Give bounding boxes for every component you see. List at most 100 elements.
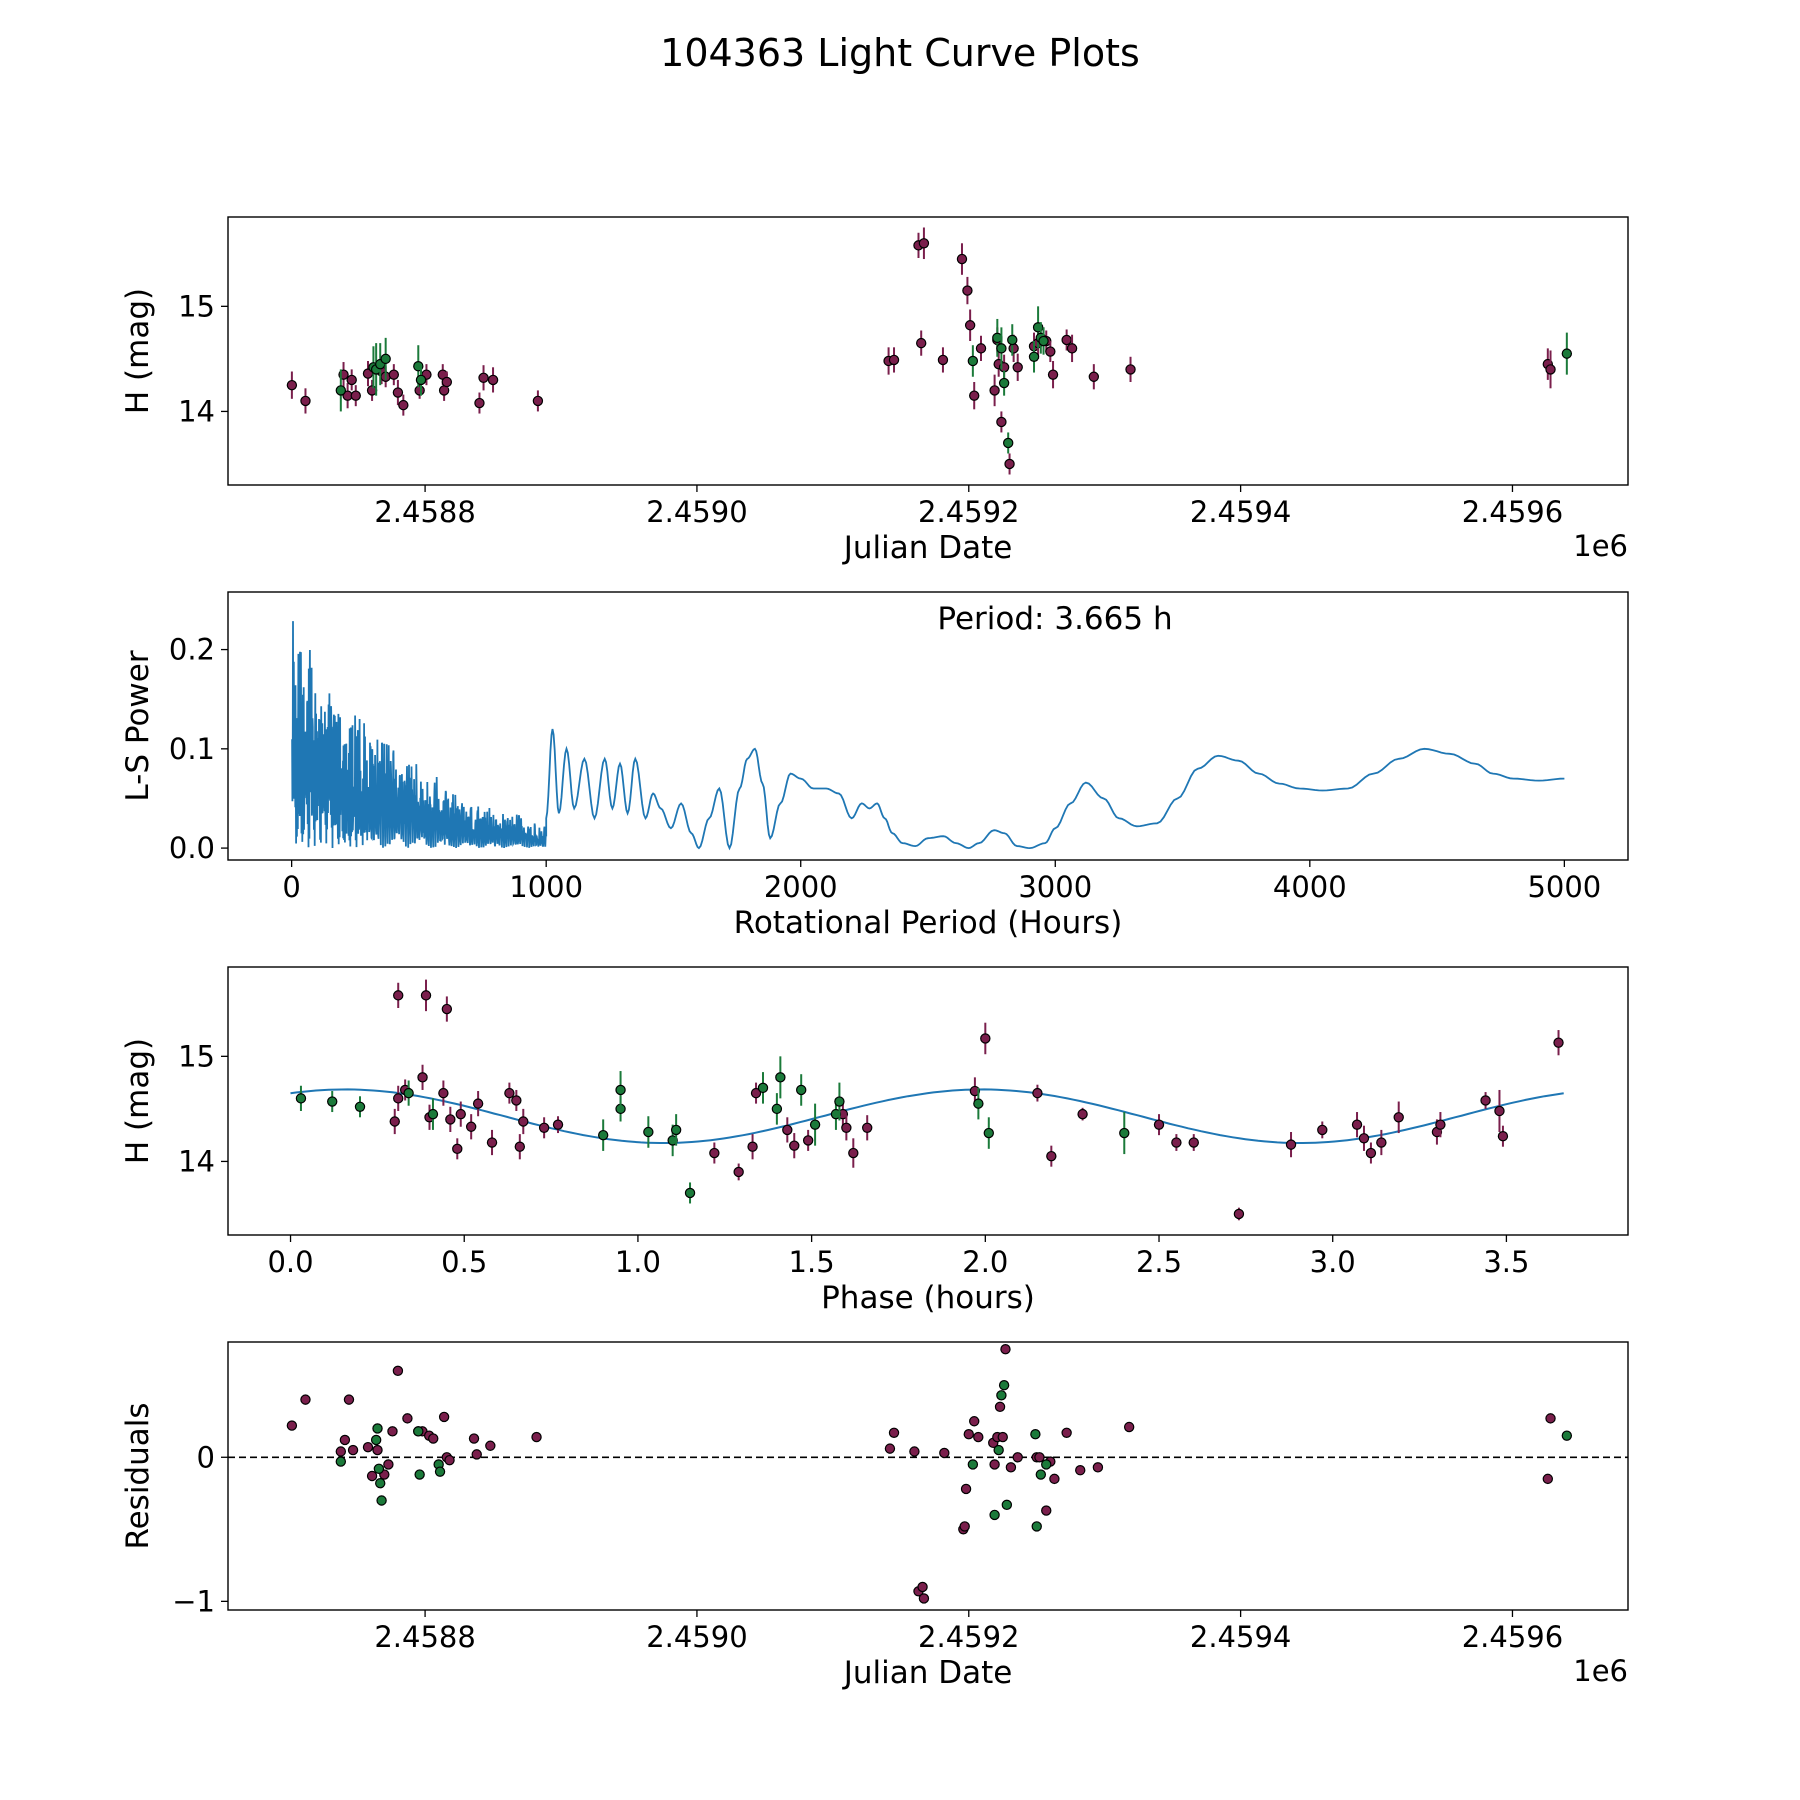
band-purple-point [445, 1114, 456, 1125]
y-axis-label: Residuals [120, 1402, 156, 1549]
x-tick-label: 2.4588 [374, 1620, 475, 1654]
band-purple-point [862, 1122, 873, 1134]
y-axis-label: H (mag) [120, 1038, 156, 1164]
y-tick-label: 15 [178, 1039, 215, 1073]
band-purple-point [1012, 362, 1023, 373]
x-tick-label: 0.5 [441, 1245, 487, 1279]
band-purple-point [362, 1441, 374, 1453]
band-purple-point [455, 1108, 466, 1120]
band-green-point [372, 1423, 383, 1434]
band-purple-point [1046, 1150, 1057, 1162]
band-purple-point [888, 354, 900, 366]
band-green-point [1030, 1429, 1041, 1440]
band-purple-point [1365, 1147, 1377, 1159]
x-tick-label: 2.5 [1136, 1245, 1182, 1279]
band-purple-point [347, 1444, 359, 1456]
x-axis-label: Rotational Period (Hours) [734, 905, 1123, 941]
residuals-panel: 2.4588 2.4590 2.4592 2.4594 2.4596 −1 0 Julian … [120, 1341, 1629, 1691]
periodogram-plot-area [291, 621, 1565, 851]
x-tick-label: 2.4592 [918, 1620, 1019, 1654]
band-purple-point [1497, 1131, 1509, 1142]
y-tick-label: 0.0 [169, 831, 215, 865]
band-purple-point [1000, 1344, 1011, 1355]
band-purple-point [937, 354, 949, 366]
band-purple-point [1088, 371, 1100, 382]
band-green-point [684, 1187, 696, 1199]
band-green-point [427, 1108, 439, 1120]
band-purple-point [918, 238, 930, 249]
band-green-point [998, 377, 1010, 389]
band-purple-point [1045, 346, 1056, 357]
band-purple-point [393, 1093, 404, 1104]
band-purple-point [1351, 1119, 1363, 1130]
band-purple-point [538, 1122, 550, 1134]
x-tick-label: 3.0 [1310, 1245, 1356, 1279]
x-tick-label: 1.0 [615, 1245, 661, 1279]
band-green-point [775, 1072, 786, 1083]
band-green-point [414, 1469, 425, 1480]
band-purple-point [1041, 1505, 1052, 1516]
band-green-point [1001, 1499, 1013, 1511]
band-purple-point [468, 1433, 480, 1444]
band-purple-point [478, 372, 489, 383]
band-purple-point [1012, 1452, 1023, 1463]
x-axis-label: Julian Date [842, 1655, 1013, 1691]
band-purple-point [383, 1459, 394, 1470]
band-purple-point [997, 1431, 1008, 1443]
band-green-point [989, 1509, 1000, 1521]
model-fit-curve [290, 1088, 1564, 1144]
band-purple-point [343, 1394, 355, 1405]
band-purple-point [392, 1365, 404, 1377]
band-purple-point [465, 1121, 477, 1132]
band-purple-point [300, 395, 311, 407]
band-green-point [413, 1426, 424, 1437]
band-purple-point [552, 1119, 564, 1130]
x-axis-label: Phase (hours) [821, 1280, 1035, 1316]
band-purple-point [1545, 364, 1556, 375]
periodogram-panel: 0 1000 2000 3000 4000 5000 0.0 0.1 0.2 Rotational… [120, 591, 1629, 941]
band-purple-point [989, 1459, 1000, 1470]
y-tick-label: 0 [197, 1440, 215, 1474]
band-purple-point [964, 320, 976, 331]
y-tick-label: 14 [178, 394, 215, 428]
band-purple-point [960, 1483, 972, 1495]
periodogram-axes-frame [227, 591, 1629, 861]
band-green-point [1561, 348, 1573, 359]
band-green-point [1035, 1469, 1047, 1480]
band-purple-point [841, 1122, 852, 1134]
band-purple-point [917, 1581, 928, 1593]
band-green-point [670, 1124, 682, 1136]
band-purple-point [1061, 1427, 1072, 1438]
x-axis-label: Julian Date [842, 530, 1013, 566]
band-green-point [1031, 1521, 1042, 1532]
band-purple-point [339, 1434, 351, 1446]
x-tick-label: 2000 [764, 870, 838, 904]
band-green-point [375, 1478, 386, 1489]
band-purple-point [387, 1426, 398, 1437]
band-purple-point [389, 1116, 400, 1127]
band-purple-point [420, 990, 432, 1001]
band-purple-point [388, 369, 400, 380]
band-purple-point [485, 1440, 496, 1451]
phased-axes-frame [227, 966, 1629, 1236]
band-purple-point [959, 1521, 970, 1532]
band-purple-point [1125, 364, 1136, 375]
band-purple-point [709, 1147, 720, 1159]
band-purple-point [1077, 1108, 1088, 1120]
band-purple-point [1285, 1139, 1297, 1150]
y-tick-label: 0.1 [169, 732, 215, 766]
period-annotation: Period: 3.665 h [937, 601, 1172, 637]
band-purple-point [1032, 1087, 1043, 1099]
y-tick-label: −1 [172, 1584, 215, 1618]
y-axis-label: H (mag) [120, 288, 156, 414]
band-purple-point [532, 395, 544, 407]
panels-group: 2.4588 2.4590 2.4592 2.4594 2.4596 14 15 Julian… [120, 216, 1629, 1691]
x-tick-label: 2.4590 [646, 495, 747, 529]
band-purple-point [514, 1141, 526, 1152]
phased-plot-area [290, 979, 1564, 1221]
band-green-point [1038, 335, 1049, 347]
band-purple-point [428, 1433, 439, 1444]
band-purple-point [487, 374, 499, 386]
band-purple-point [1153, 1119, 1165, 1130]
band-purple-point [963, 1429, 974, 1440]
